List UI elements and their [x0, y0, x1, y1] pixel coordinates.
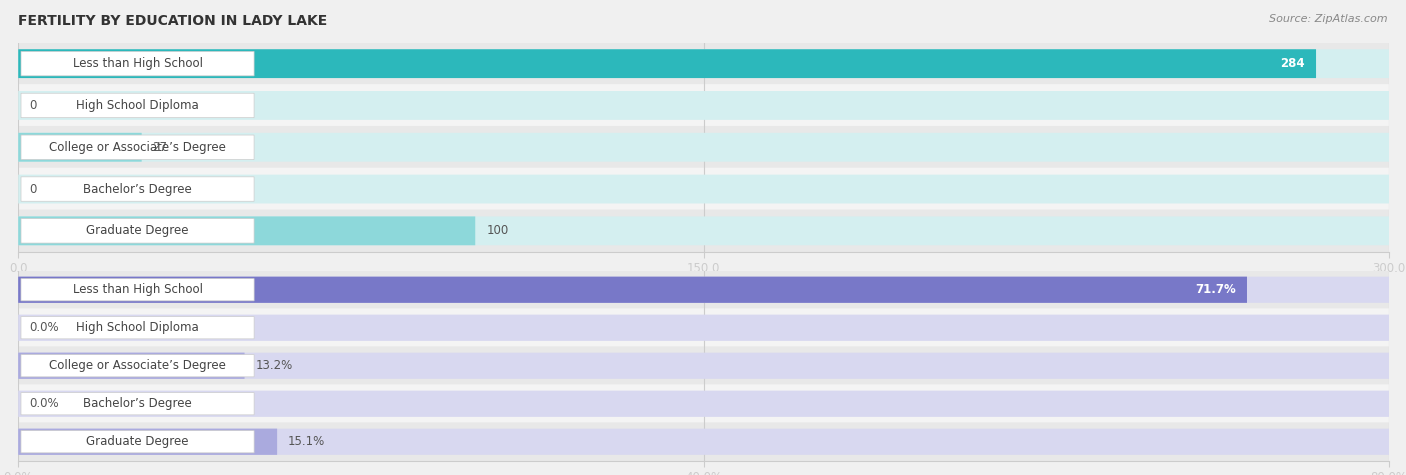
FancyBboxPatch shape: [18, 168, 1389, 210]
FancyBboxPatch shape: [18, 209, 1389, 252]
Text: 0.0%: 0.0%: [30, 397, 59, 410]
FancyBboxPatch shape: [18, 126, 1389, 169]
FancyBboxPatch shape: [18, 49, 1316, 78]
FancyBboxPatch shape: [18, 217, 1389, 245]
Text: FERTILITY BY EDUCATION IN LADY LAKE: FERTILITY BY EDUCATION IN LADY LAKE: [18, 14, 328, 28]
FancyBboxPatch shape: [18, 270, 1389, 309]
FancyBboxPatch shape: [18, 314, 1389, 341]
FancyBboxPatch shape: [21, 279, 254, 301]
FancyBboxPatch shape: [18, 308, 1389, 347]
FancyBboxPatch shape: [18, 175, 1389, 203]
Text: 0: 0: [30, 99, 37, 112]
FancyBboxPatch shape: [21, 317, 254, 339]
Text: Graduate Degree: Graduate Degree: [86, 224, 188, 238]
FancyBboxPatch shape: [18, 91, 1389, 120]
Text: Bachelor’s Degree: Bachelor’s Degree: [83, 182, 191, 196]
FancyBboxPatch shape: [18, 84, 1389, 127]
FancyBboxPatch shape: [21, 93, 254, 118]
FancyBboxPatch shape: [18, 276, 1389, 303]
Text: College or Associate’s Degree: College or Associate’s Degree: [49, 359, 226, 372]
Text: Bachelor’s Degree: Bachelor’s Degree: [83, 397, 191, 410]
Text: College or Associate’s Degree: College or Associate’s Degree: [49, 141, 226, 154]
FancyBboxPatch shape: [21, 51, 254, 76]
FancyBboxPatch shape: [18, 390, 1389, 417]
FancyBboxPatch shape: [18, 133, 142, 162]
FancyBboxPatch shape: [18, 352, 1389, 379]
Text: Less than High School: Less than High School: [73, 283, 202, 296]
FancyBboxPatch shape: [21, 177, 254, 201]
FancyBboxPatch shape: [18, 42, 1389, 85]
FancyBboxPatch shape: [18, 352, 245, 379]
FancyBboxPatch shape: [18, 384, 1389, 423]
FancyBboxPatch shape: [18, 346, 1389, 385]
Text: 71.7%: 71.7%: [1195, 283, 1236, 296]
Text: High School Diploma: High School Diploma: [76, 321, 198, 334]
FancyBboxPatch shape: [21, 218, 254, 243]
FancyBboxPatch shape: [18, 428, 277, 455]
FancyBboxPatch shape: [21, 393, 254, 415]
Text: Less than High School: Less than High School: [73, 57, 202, 70]
FancyBboxPatch shape: [18, 217, 475, 245]
Text: 0.0%: 0.0%: [30, 321, 59, 334]
FancyBboxPatch shape: [18, 422, 1389, 461]
Text: 0: 0: [30, 182, 37, 196]
Text: 15.1%: 15.1%: [288, 435, 325, 448]
Text: 284: 284: [1281, 57, 1305, 70]
Text: Graduate Degree: Graduate Degree: [86, 435, 188, 448]
FancyBboxPatch shape: [18, 276, 1247, 303]
Text: 100: 100: [486, 224, 509, 238]
FancyBboxPatch shape: [18, 428, 1389, 455]
FancyBboxPatch shape: [21, 135, 254, 160]
FancyBboxPatch shape: [21, 431, 254, 453]
FancyBboxPatch shape: [18, 49, 1389, 78]
Text: 13.2%: 13.2%: [256, 359, 292, 372]
Text: High School Diploma: High School Diploma: [76, 99, 198, 112]
FancyBboxPatch shape: [18, 133, 1389, 162]
Text: 27: 27: [153, 141, 167, 154]
FancyBboxPatch shape: [21, 355, 254, 377]
Text: Source: ZipAtlas.com: Source: ZipAtlas.com: [1270, 14, 1388, 24]
